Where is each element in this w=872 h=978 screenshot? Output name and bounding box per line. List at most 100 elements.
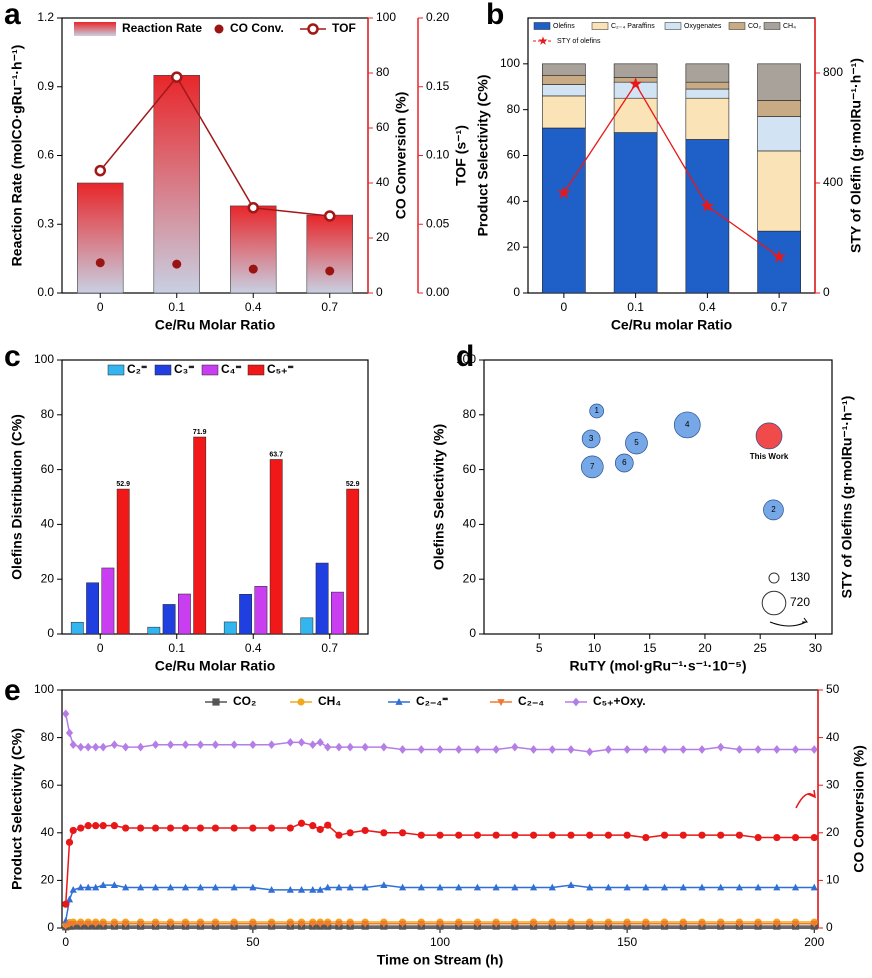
bar-segment [685, 63, 730, 83]
bubble [580, 455, 604, 479]
marker [436, 745, 444, 754]
bubble-label: 6 [622, 458, 627, 467]
marker [735, 883, 744, 891]
marker [436, 831, 444, 839]
y-tick-label: 0 [47, 920, 54, 934]
x-tick-label: 0 [561, 300, 568, 314]
x-tick-label: 0.7 [321, 300, 338, 314]
y2-axis-label: CO Conversion (%) [851, 745, 867, 873]
value-label: 63.7 [269, 451, 283, 458]
x-tick-label: 0 [62, 935, 69, 949]
marker [346, 883, 354, 891]
x-tick-label: 30 [809, 641, 823, 655]
bar [178, 593, 191, 635]
marker [735, 920, 744, 928]
marker [810, 883, 818, 891]
legend-swatch [395, 698, 403, 705]
marker [473, 745, 482, 754]
y2-tick-label: 60 [376, 120, 390, 134]
y3-axis-label: TOF (s⁻¹) [453, 125, 469, 186]
marker [492, 745, 500, 754]
marker [529, 831, 538, 839]
marker [511, 920, 519, 928]
y-tick-label: 20 [463, 571, 477, 585]
marker [567, 831, 575, 839]
marker [679, 920, 687, 928]
marker [211, 824, 220, 832]
marker [69, 920, 77, 928]
marker [230, 824, 238, 832]
marker [267, 885, 276, 893]
marker [211, 740, 220, 750]
marker [166, 824, 175, 832]
marker [791, 920, 800, 928]
marker [309, 920, 317, 928]
marker [586, 747, 594, 757]
y2-tick-label: 10 [826, 873, 840, 887]
marker [151, 740, 160, 750]
marker [181, 740, 190, 750]
size-legend-label: 130 [790, 570, 810, 584]
legend-label: C₂⁼ [127, 362, 147, 376]
marker [249, 883, 257, 891]
marker [69, 885, 77, 893]
marker [247, 202, 259, 214]
y-axis-label: Reaction Rate (molCO·gRu⁻¹·h⁻¹) [9, 45, 25, 267]
point [248, 264, 258, 274]
panel-label: d [456, 340, 474, 373]
y-tick-label: 0.3 [37, 216, 54, 230]
legend-label: CO₂ [748, 23, 762, 30]
size-legend-bubble [761, 590, 787, 616]
marker [567, 881, 575, 889]
marker [84, 883, 92, 891]
bar [147, 626, 161, 635]
marker [110, 740, 118, 750]
bar [162, 604, 176, 635]
x-axis-label: RuTY (mol·gRu⁻¹·s⁻¹·10⁻⁵) [569, 658, 746, 674]
marker [698, 883, 706, 891]
legend-label: C₅₊+Oxy. [593, 694, 646, 708]
marker [110, 822, 118, 830]
marker [69, 826, 77, 835]
marker [324, 883, 332, 891]
marker [65, 838, 74, 846]
y-tick-label: 20 [41, 873, 55, 887]
marker [211, 920, 220, 928]
y2-tick-label: 40 [826, 730, 840, 744]
marker [196, 740, 205, 750]
x-tick-label: 0.4 [699, 300, 716, 314]
marker [62, 709, 70, 719]
y2-tick-label: 0 [826, 920, 833, 934]
y-tick-label: 100 [34, 352, 54, 366]
marker [249, 740, 257, 750]
marker [791, 745, 800, 754]
bubble-label: This Work [750, 452, 789, 461]
legend-swatch [154, 364, 172, 376]
line [65, 884, 815, 921]
marker [492, 831, 500, 839]
size-axis-label: STY of Olefins (g·molRu⁻¹·h⁻¹) [839, 396, 855, 599]
marker [65, 895, 74, 903]
marker [773, 883, 781, 891]
marker [679, 883, 687, 891]
legend-label: TOF [332, 21, 356, 35]
marker [230, 883, 238, 891]
marker [99, 742, 107, 752]
marker [297, 885, 306, 893]
y3-tick-label: 0.15 [426, 79, 450, 93]
marker [567, 920, 575, 928]
marker [548, 883, 556, 891]
plot-frame [61, 689, 819, 929]
marker [557, 185, 571, 199]
legend-label: C₂₋₄⁼ [416, 694, 448, 708]
marker [791, 833, 800, 842]
marker [604, 831, 613, 839]
marker [754, 883, 762, 891]
marker [623, 883, 631, 891]
y2-tick-label: 20 [826, 825, 840, 839]
marker [324, 210, 336, 222]
marker [249, 824, 257, 832]
bar [239, 594, 252, 635]
marker [586, 883, 594, 891]
